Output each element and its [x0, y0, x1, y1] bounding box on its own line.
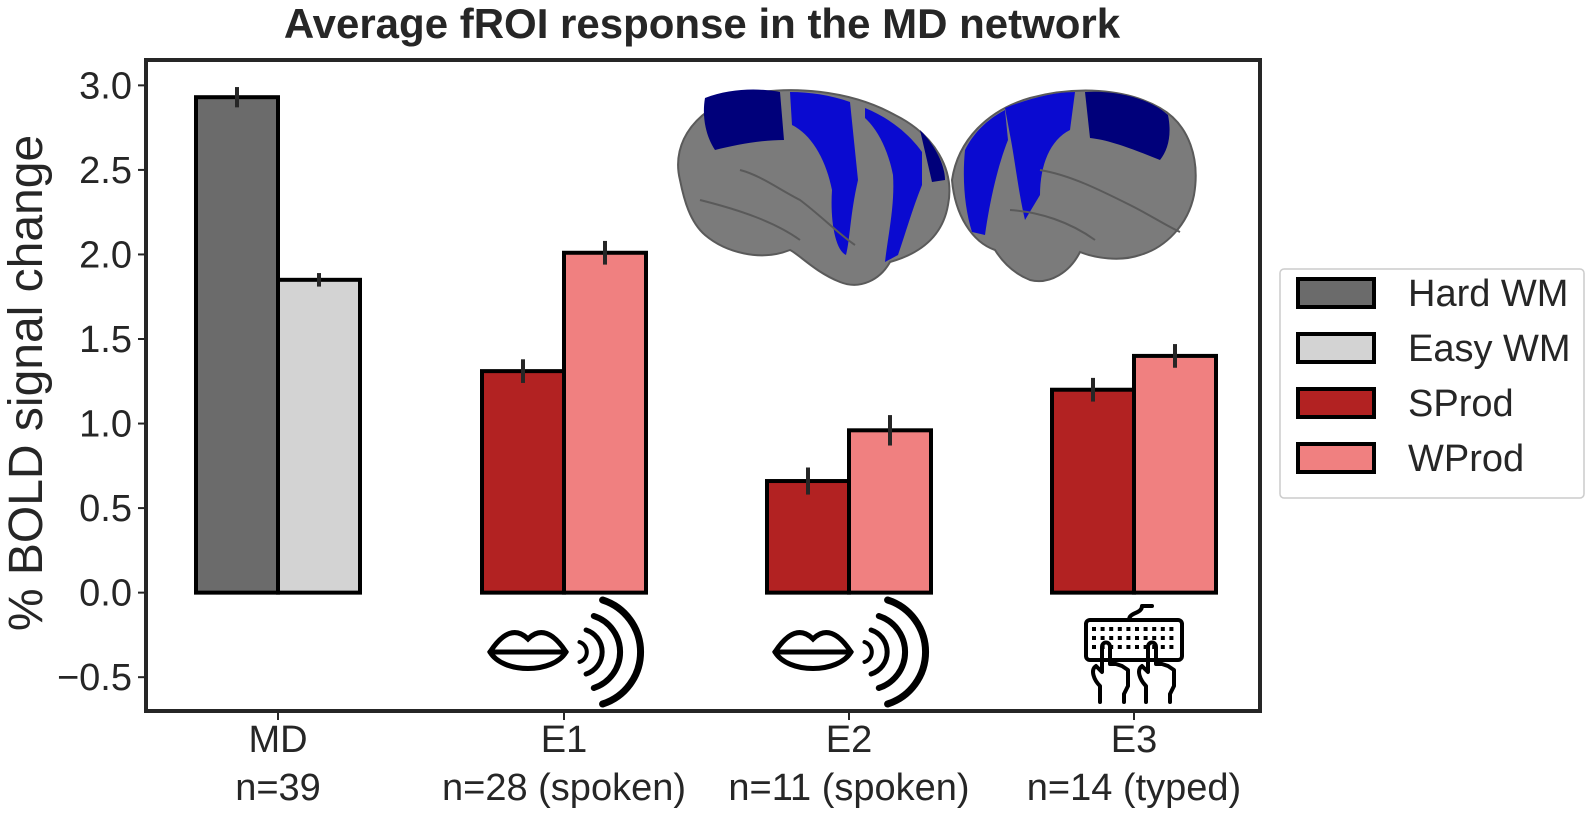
y-tick-label: 1.5	[79, 319, 132, 361]
speaking-mouth-icon	[487, 596, 644, 708]
legend-swatch	[1296, 387, 1376, 419]
x-tick-sublabel: n=14 (typed)	[1027, 767, 1241, 809]
speaking-mouth-icon	[772, 596, 929, 708]
bar-md-hard-wm	[194, 95, 280, 595]
brain-inset-image	[677, 89, 1197, 286]
bar-e2-wprod	[847, 428, 933, 595]
legend-label: SProd	[1408, 383, 1514, 425]
legend-box	[1279, 268, 1585, 499]
y-tick-label: 0.0	[79, 573, 132, 615]
y-tick-label: 1.0	[79, 404, 132, 446]
chart-title: Average fROI response in the MD network	[284, 0, 1121, 47]
x-axis-ticks: MD n=39 E1 n=28 (spoken) E2 n=11 (spoken) E3 n=…	[235, 711, 1241, 809]
x-tick-label: E3	[1111, 719, 1157, 761]
y-tick-label: 3.0	[79, 65, 132, 107]
x-tick-sublabel: n=11 (spoken)	[728, 767, 969, 809]
left-hemisphere-image	[677, 89, 951, 286]
legend: Hard WM Easy WM SProd WProd	[1279, 268, 1585, 499]
bar-e1-wprod	[562, 250, 648, 595]
bar-e1-sprod	[480, 369, 566, 595]
x-tick-sublabel: n=39	[235, 767, 321, 809]
y-tick-label: 0.5	[79, 488, 132, 530]
right-hemisphere-image	[950, 89, 1197, 283]
legend-swatch	[1296, 332, 1376, 364]
x-tick-label: E2	[826, 719, 872, 761]
legend-label: Hard WM	[1408, 273, 1568, 315]
x-tick-sublabel: n=28 (spoken)	[442, 767, 686, 809]
bar-e3-wprod	[1132, 353, 1218, 595]
legend-swatch	[1296, 442, 1376, 474]
y-tick-label: −0.5	[57, 657, 132, 699]
y-tick-label: 2.0	[79, 234, 132, 276]
y-axis-label: % BOLD signal change	[0, 135, 53, 631]
plot-frame	[144, 58, 1262, 713]
legend-label: Easy WM	[1408, 328, 1571, 370]
legend-swatch	[1296, 277, 1376, 309]
legend-label: WProd	[1408, 438, 1524, 480]
bar-e2-sprod	[765, 479, 851, 595]
bar-md-easy-wm	[276, 277, 362, 595]
bars	[194, 87, 1218, 595]
x-tick-label: MD	[248, 719, 307, 761]
y-tick-label: 2.5	[79, 150, 132, 192]
condition-icons	[487, 596, 1184, 708]
x-tick-label: E1	[541, 719, 587, 761]
bar-e3-sprod	[1050, 387, 1136, 595]
typing-keyboard-icon	[1084, 604, 1184, 704]
y-axis-ticks: 3.0 2.5 2.0 1.5 1.0 0.5 0.0 −0.5	[57, 65, 146, 699]
